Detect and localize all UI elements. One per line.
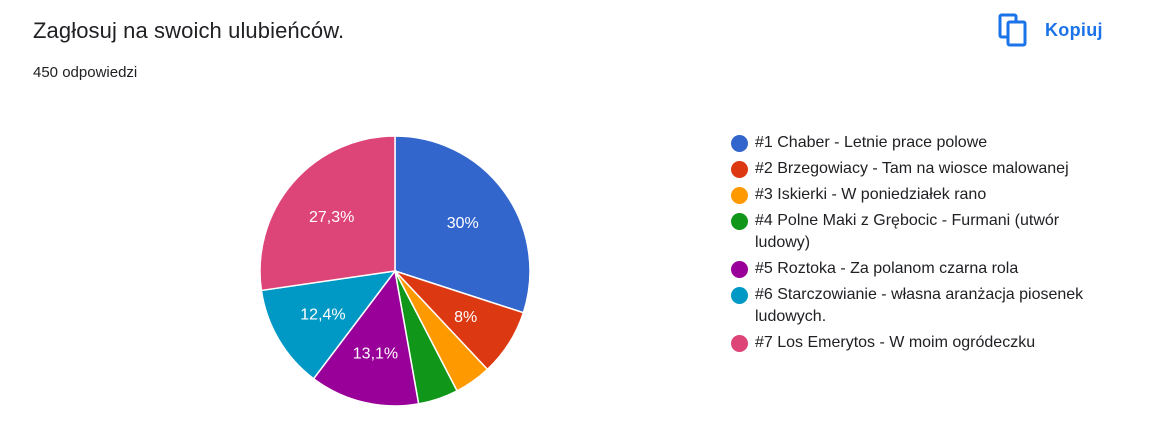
pie-slice-5[interactable] bbox=[312, 269, 420, 407]
pie-slice-6[interactable] bbox=[260, 269, 397, 380]
legend-swatch-6 bbox=[731, 287, 748, 304]
legend-label-4: #4 Polne Maki z Grębocic - Furmani (utwó… bbox=[755, 212, 1060, 251]
legend-item-7[interactable]: #7 Los Emerytos - W moim ogródeczku bbox=[731, 332, 1091, 354]
slice-label-6: 12,4% bbox=[300, 307, 345, 324]
slice-label-2: 8% bbox=[454, 309, 477, 326]
legend-label-7: #7 Los Emerytos - W moim ogródeczku bbox=[755, 334, 1036, 351]
legend-swatch-4 bbox=[731, 213, 748, 230]
legend-item-2[interactable]: #2 Brzegowiacy - Tam na wiosce malowanej bbox=[731, 158, 1091, 180]
legend-label-3: #3 Iskierki - W poniedziałek rano bbox=[755, 186, 987, 203]
legend-swatch-2 bbox=[731, 161, 748, 178]
legend-swatch-5 bbox=[731, 261, 748, 278]
pie-slice-1[interactable] bbox=[394, 135, 531, 314]
question-title: Zagłosuj na swoich ulubieńców. bbox=[33, 18, 345, 43]
legend-item-1[interactable]: #1 Chaber - Letnie prace polowe bbox=[731, 132, 1091, 154]
chart-legend: #1 Chaber - Letnie prace polowe #2 Brzego… bbox=[731, 132, 1091, 358]
slice-label-1: 30% bbox=[447, 215, 479, 232]
response-count: 450 odpowiedzi bbox=[33, 64, 138, 81]
legend-item-4[interactable]: #4 Polne Maki z Grębocic - Furmani (utwó… bbox=[731, 210, 1091, 254]
slice-label-5: 13,1% bbox=[353, 345, 398, 362]
copy-icon bbox=[998, 13, 1027, 47]
copy-button-label: Kopiuj bbox=[1045, 19, 1103, 40]
legend-swatch-7 bbox=[731, 335, 748, 352]
legend-label-1: #1 Chaber - Letnie prace polowe bbox=[755, 134, 988, 151]
legend-label-6: #6 Starczowianie - własna aranżacja pios… bbox=[755, 286, 1084, 325]
legend-item-3[interactable]: #3 Iskierki - W poniedziałek rano bbox=[731, 184, 1091, 206]
legend-swatch-1 bbox=[731, 135, 748, 152]
legend-item-6[interactable]: #6 Starczowianie - własna aranżacja pios… bbox=[731, 284, 1091, 328]
legend-item-5[interactable]: #5 Roztoka - Za polanom czarna rola bbox=[731, 258, 1091, 280]
slice-label-7: 27,3% bbox=[309, 209, 354, 226]
legend-label-2: #2 Brzegowiacy - Tam na wiosce malowanej bbox=[755, 160, 1069, 177]
pie-slice-7[interactable] bbox=[259, 135, 396, 292]
copy-button[interactable]: Kopiuj bbox=[998, 12, 1103, 48]
legend-label-5: #5 Roztoka - Za polanom czarna rola bbox=[755, 260, 1019, 277]
legend-swatch-3 bbox=[731, 187, 748, 204]
